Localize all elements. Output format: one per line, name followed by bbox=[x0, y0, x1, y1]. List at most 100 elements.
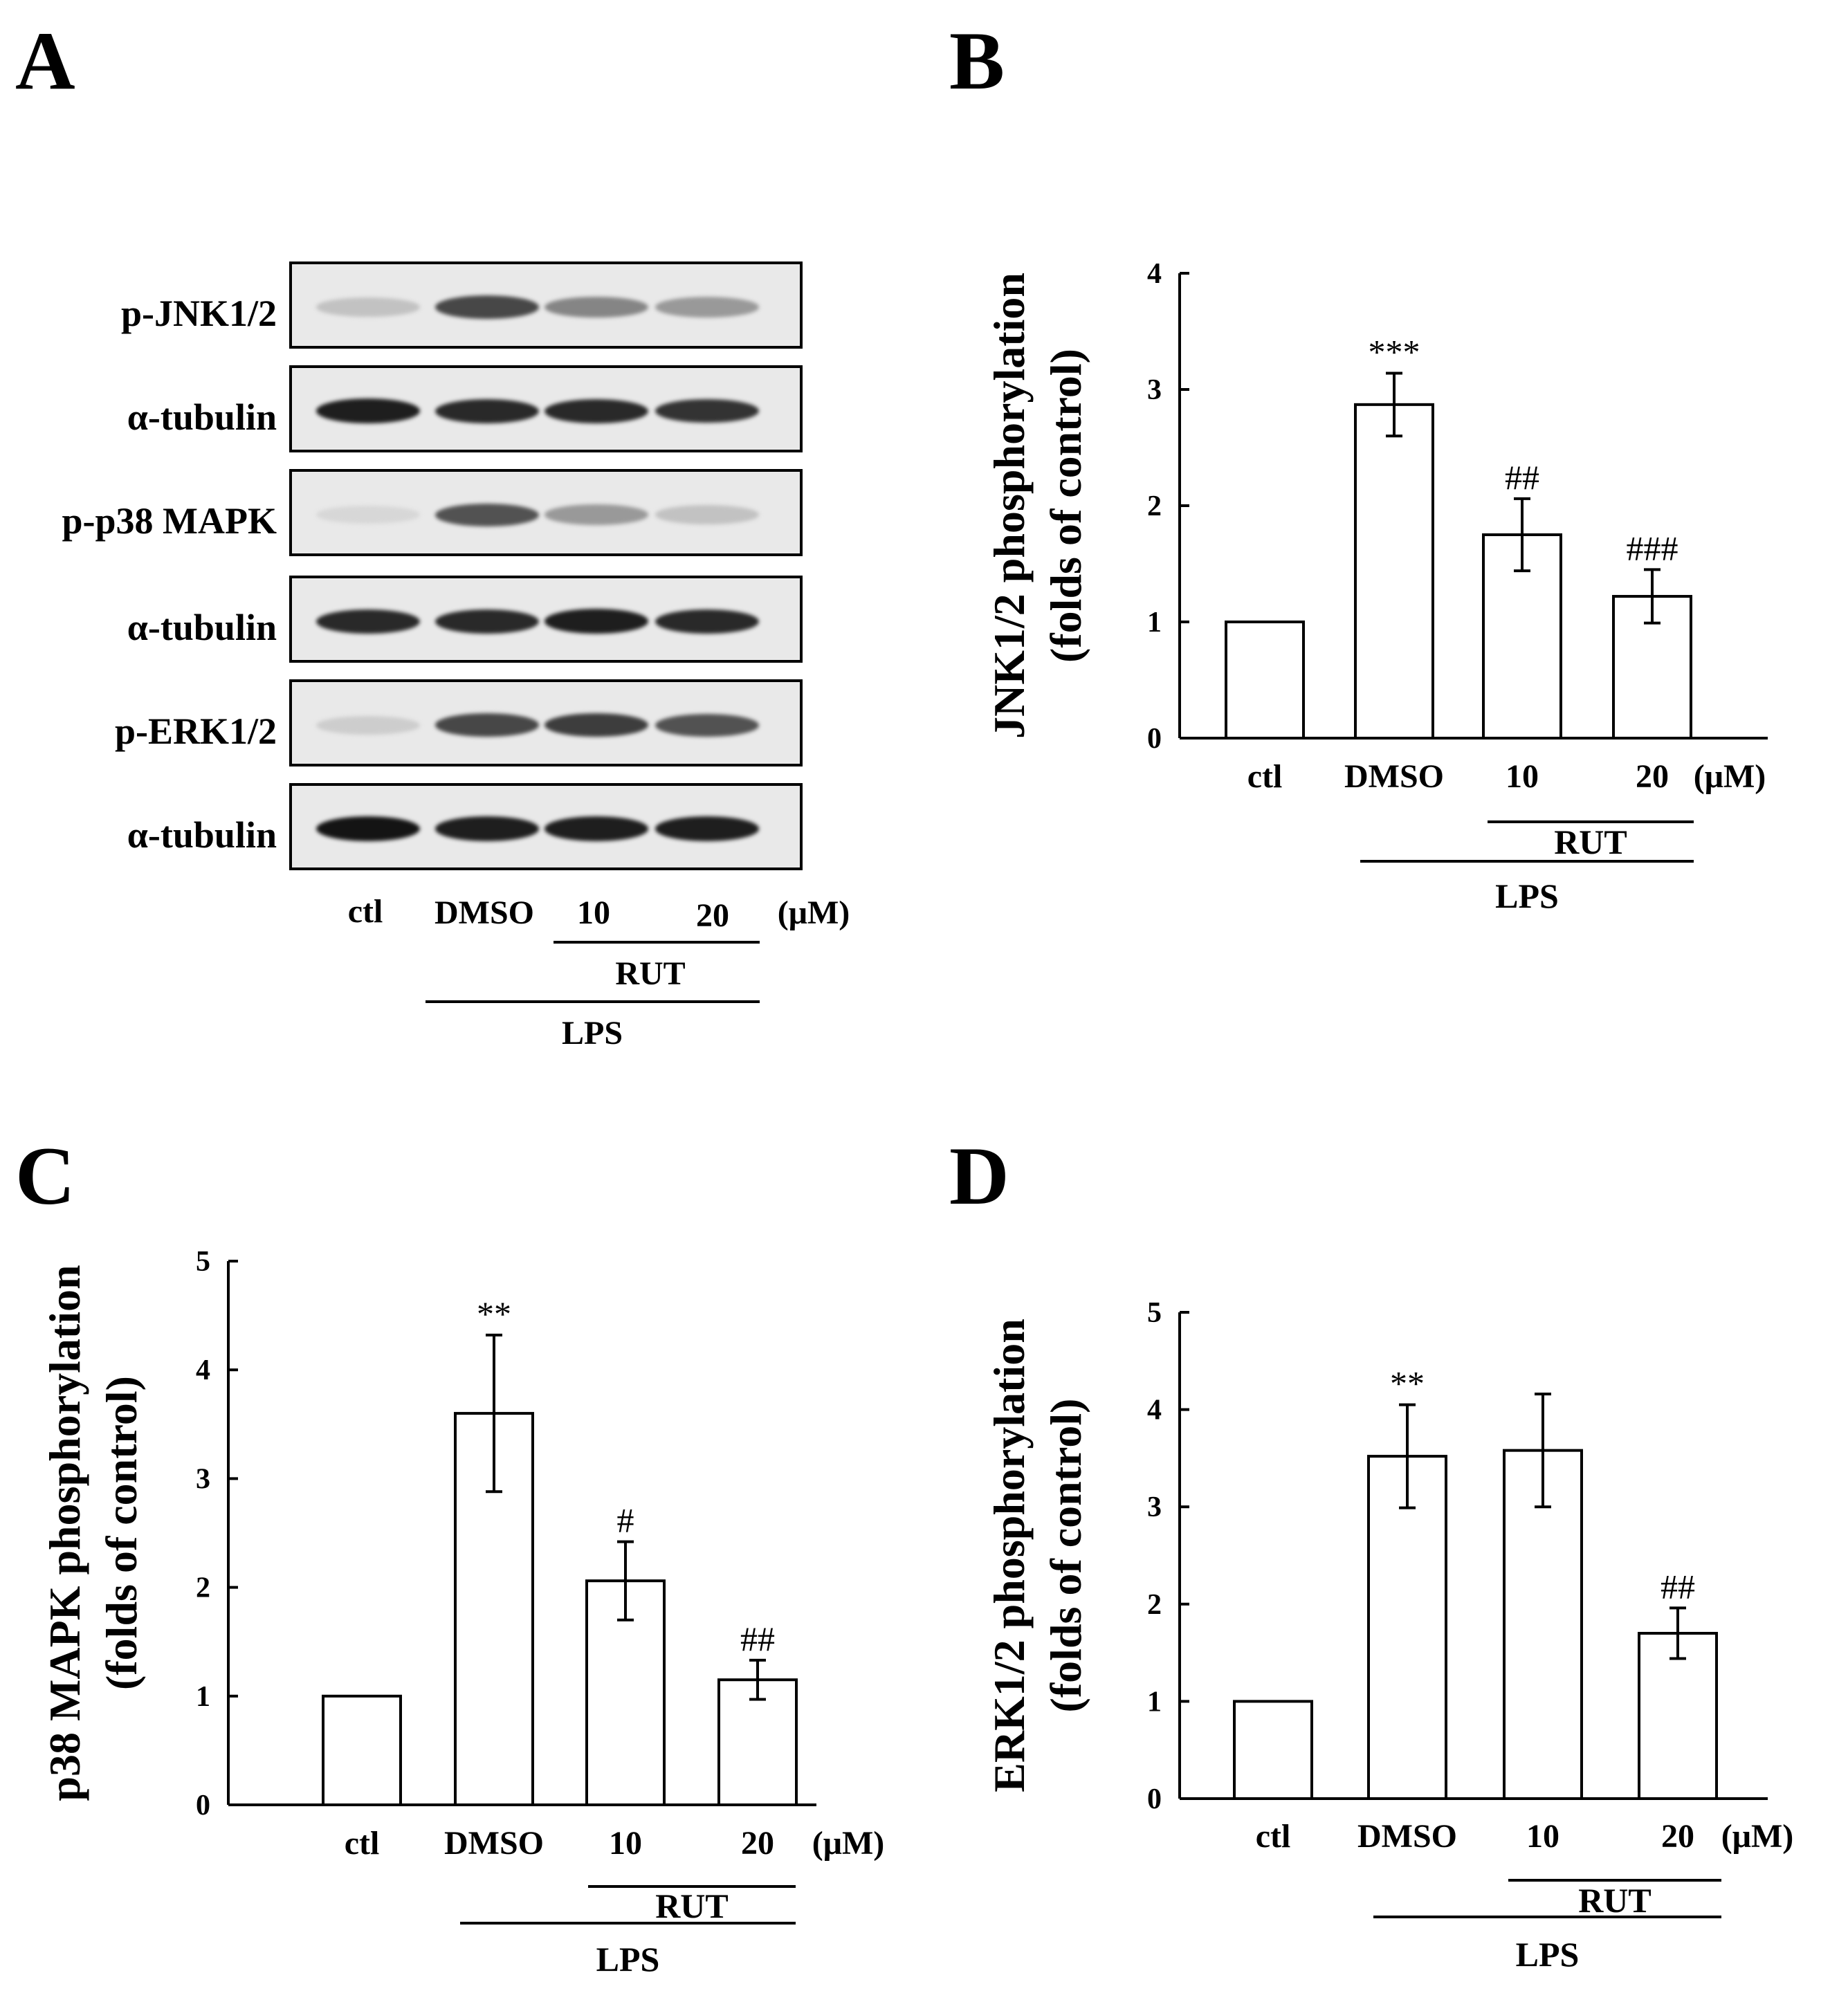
chart-d-y-tick-label: 4 bbox=[1147, 1395, 1162, 1426]
chart-b-y-axis-label: JNK1/2 phosphorylation bbox=[985, 273, 1034, 739]
panel-letter-d: D bbox=[949, 1130, 1009, 1222]
blot-band bbox=[545, 816, 648, 841]
chart-c-y-tick-label: 3 bbox=[196, 1463, 210, 1495]
chart-b-category-label: ctl bbox=[1247, 758, 1283, 795]
chart-b-significance-label: ## bbox=[1505, 458, 1539, 497]
blot-band bbox=[545, 609, 648, 634]
chart-b-y-tick-label: 0 bbox=[1147, 723, 1162, 755]
chart-c-bar bbox=[717, 1678, 798, 1806]
blot-row-tubulin-3 bbox=[289, 783, 803, 870]
chart-b-category-label: 10 bbox=[1506, 758, 1539, 795]
chart-d-category-label: ctl bbox=[1256, 1818, 1291, 1855]
blot-band bbox=[545, 296, 648, 318]
chart-c-unit-label: (μM) bbox=[812, 1825, 884, 1862]
blot-band bbox=[316, 505, 420, 524]
chart-c-category-label: ctl bbox=[345, 1825, 380, 1862]
blot-label-tubulin-3: α-tubulin bbox=[127, 814, 277, 856]
chart-d-bar bbox=[1638, 1631, 1718, 1800]
chart-b-unit-label: (μM) bbox=[1694, 758, 1766, 795]
chart-d-lps-label: LPS bbox=[1516, 1935, 1580, 1974]
chart-c-category-label: 10 bbox=[609, 1825, 642, 1862]
blot-band bbox=[655, 816, 759, 841]
chart-d-y-tick-label: 3 bbox=[1147, 1491, 1162, 1523]
blot-rut-line bbox=[554, 941, 760, 944]
chart-d-category-label: DMSO bbox=[1357, 1818, 1457, 1855]
chart-d-significance-label: ## bbox=[1661, 1567, 1695, 1606]
blot-band bbox=[316, 398, 420, 423]
blot-band bbox=[316, 609, 420, 634]
chart-d-y-tick-label: 0 bbox=[1147, 1783, 1162, 1815]
blot-band bbox=[435, 295, 539, 319]
chart-c-y-tick-label: 4 bbox=[196, 1355, 210, 1386]
chart-c-lps-label: LPS bbox=[596, 1940, 660, 1978]
chart-d-bar bbox=[1233, 1700, 1313, 1800]
chart-b-y-tick-label: 1 bbox=[1147, 607, 1162, 639]
chart-d-category-label: 20 bbox=[1661, 1818, 1694, 1855]
blot-band bbox=[655, 713, 759, 737]
chart-c-significance-label: ## bbox=[740, 1619, 775, 1658]
chart-b-y-axis-label: (folds of control) bbox=[1041, 349, 1090, 663]
blot-band bbox=[545, 713, 648, 737]
blot-row-tubulin-1 bbox=[289, 365, 803, 452]
chart-b-y-tick-label: 2 bbox=[1147, 490, 1162, 522]
chart-b-category-label: DMSO bbox=[1344, 758, 1444, 795]
blot-band bbox=[655, 398, 759, 423]
blot-lane-10: 10 bbox=[577, 894, 610, 931]
chart-b-bar bbox=[1225, 621, 1305, 740]
chart-d-bar bbox=[1503, 1449, 1583, 1801]
blot-lps-label: LPS bbox=[561, 1015, 623, 1052]
chart-b-y-tick-label: 3 bbox=[1147, 374, 1162, 406]
chart-b-y-tick-label: 4 bbox=[1147, 258, 1162, 290]
chart-c-category-label: 20 bbox=[741, 1825, 774, 1862]
chart-c-rut-label: RUT bbox=[655, 1886, 729, 1925]
blot-band bbox=[435, 398, 539, 423]
panel-letter-c: C bbox=[15, 1130, 75, 1222]
chart-d-y-tick-label: 2 bbox=[1147, 1589, 1162, 1621]
chart-c-significance-label: ** bbox=[477, 1294, 511, 1333]
chart-d-category-label: 10 bbox=[1526, 1818, 1559, 1855]
blot-row-tubulin-2 bbox=[289, 576, 803, 663]
blot-band bbox=[545, 504, 648, 525]
blot-band bbox=[435, 609, 539, 634]
panel-letter-b: B bbox=[949, 15, 1005, 107]
blot-band bbox=[316, 297, 420, 317]
chart-b-category-label: 20 bbox=[1636, 758, 1669, 795]
chart-c-y-tick-label: 5 bbox=[196, 1246, 210, 1278]
chart-b-significance-label: ### bbox=[1627, 529, 1678, 567]
chart-b-bar bbox=[1354, 403, 1434, 740]
blot-unit: (μM) bbox=[777, 894, 850, 931]
chart-b-significance-label: *** bbox=[1369, 332, 1420, 371]
blot-label-tubulin-2: α-tubulin bbox=[127, 607, 277, 648]
chart-d-bar bbox=[1367, 1455, 1447, 1800]
chart-d-y-axis-label: (folds of control) bbox=[1041, 1399, 1090, 1713]
blot-band bbox=[316, 715, 420, 735]
chart-c-y-tick-label: 1 bbox=[196, 1681, 210, 1713]
blot-band bbox=[655, 505, 759, 524]
chart-c-y-axis-label: (folds of control) bbox=[97, 1376, 146, 1690]
chart-b-lps-label: LPS bbox=[1495, 876, 1559, 915]
blot-band bbox=[655, 609, 759, 634]
blot-band bbox=[545, 398, 648, 423]
chart-d-rut-label: RUT bbox=[1578, 1881, 1652, 1920]
panel-letter-a: A bbox=[15, 15, 75, 107]
blot-label-tubulin-1: α-tubulin bbox=[127, 396, 277, 438]
chart-c-category-label: DMSO bbox=[444, 1825, 544, 1862]
blot-rut-label: RUT bbox=[615, 955, 686, 992]
chart-d-unit-label: (μM) bbox=[1721, 1818, 1793, 1855]
blot-row-p-jnk bbox=[289, 261, 803, 349]
blot-band bbox=[435, 816, 539, 841]
blot-band bbox=[655, 297, 759, 318]
blot-label-p-jnk: p-JNK1/2 bbox=[120, 293, 277, 334]
blot-row-p-erk bbox=[289, 679, 803, 766]
chart-d-y-tick-label: 5 bbox=[1147, 1297, 1162, 1329]
blot-label-p-erk: p-ERK1/2 bbox=[114, 710, 277, 752]
chart-c-y-tick-label: 0 bbox=[196, 1790, 210, 1821]
blot-row-p-p38 bbox=[289, 469, 803, 556]
chart-d-y-tick-label: 1 bbox=[1147, 1686, 1162, 1718]
blot-band bbox=[316, 816, 420, 841]
blot-label-p-p38: p-p38 MAPK bbox=[62, 500, 277, 542]
blot-lane-20: 20 bbox=[696, 897, 729, 934]
chart-c-y-axis-label: p38 MAPK phosphorylation bbox=[40, 1265, 89, 1801]
blot-lps-line bbox=[426, 1000, 760, 1003]
